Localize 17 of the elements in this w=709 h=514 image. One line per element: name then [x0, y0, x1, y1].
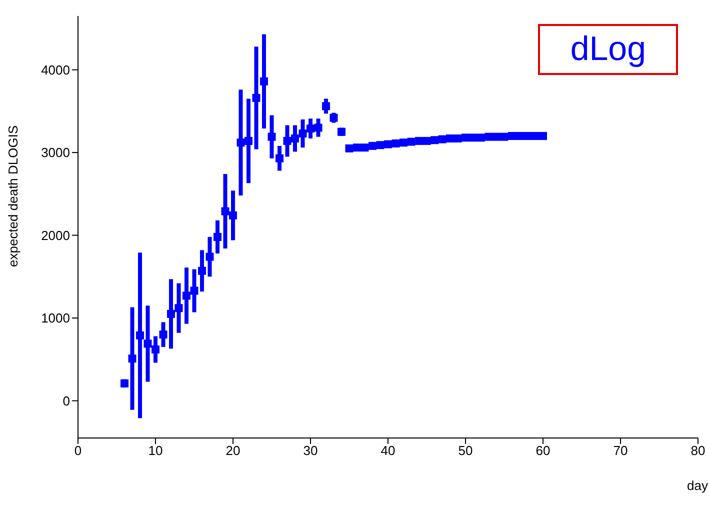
y-tick-label: 1000: [41, 310, 70, 326]
x-axis-title: day: [687, 478, 708, 493]
x-tick-label: 0: [74, 443, 82, 458]
y-tick-label: 4000: [41, 62, 70, 78]
x-tick-label: 50: [458, 443, 473, 458]
y-tick-label: 2000: [41, 228, 70, 243]
x-tick-label: 60: [536, 443, 550, 458]
y-axis-title: expected death DLOGIS: [6, 125, 21, 267]
x-tick-label: 80: [690, 443, 706, 458]
x-tick-label: 70: [613, 443, 628, 458]
x-tick-label: 10: [148, 443, 163, 458]
x-tick-label: 30: [303, 443, 318, 458]
y-tick-label: 3000: [41, 145, 70, 160]
y-tick-label: 0: [62, 393, 70, 408]
x-tick-label: 40: [380, 443, 396, 458]
x-tick-label: 20: [226, 443, 240, 458]
annotation: dLog: [538, 24, 678, 75]
